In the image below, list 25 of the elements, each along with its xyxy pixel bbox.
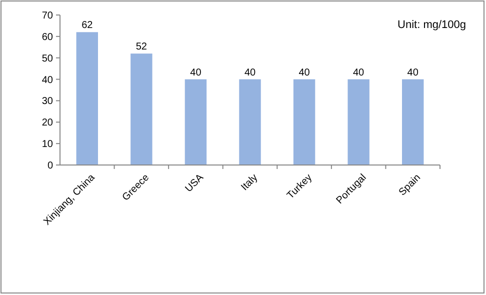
bar xyxy=(348,79,370,165)
data-label: 62 xyxy=(82,20,94,32)
y-tick-label: 30 xyxy=(42,96,54,108)
x-tick-label: USA xyxy=(183,172,206,195)
data-label: 40 xyxy=(353,67,365,78)
x-tick-label: Italy xyxy=(239,172,260,194)
data-label: 52 xyxy=(136,42,148,53)
y-tick-label: 20 xyxy=(42,118,54,129)
data-label: 40 xyxy=(298,67,310,78)
bar xyxy=(402,79,424,165)
y-tick-label: 70 xyxy=(42,10,54,22)
bar xyxy=(130,54,152,165)
bar xyxy=(184,79,207,165)
bar xyxy=(293,79,316,165)
y-tick-label: 40 xyxy=(42,74,54,86)
annotation: Unit: mg/100g xyxy=(398,19,466,31)
bar xyxy=(76,32,98,165)
bar xyxy=(239,79,261,165)
data-label: 40 xyxy=(190,67,202,78)
y-tick-label: 10 xyxy=(42,139,54,150)
y-tick-label: 60 xyxy=(42,32,54,43)
y-tick-label: 0 xyxy=(47,160,54,172)
y-tick-label: 50 xyxy=(42,53,54,64)
data-label: 40 xyxy=(244,67,256,78)
data-label: 40 xyxy=(407,67,419,78)
